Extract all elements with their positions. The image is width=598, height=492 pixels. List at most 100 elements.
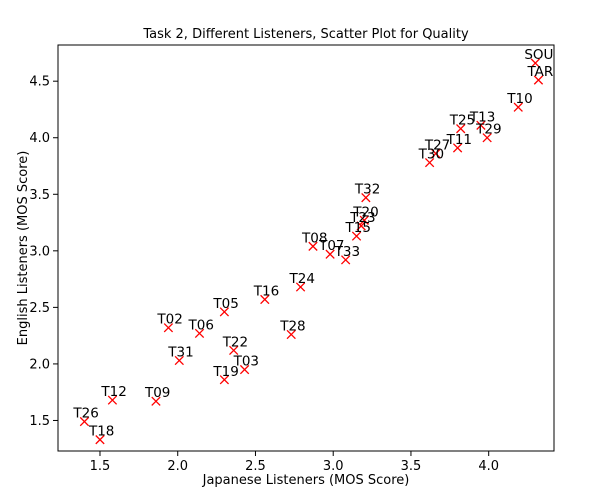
point-label: T09	[144, 385, 170, 401]
point-marker	[295, 282, 306, 292]
point-label: SOU	[524, 47, 553, 63]
data-point: SOU	[524, 47, 553, 68]
point-marker	[151, 396, 161, 406]
point-marker	[79, 416, 90, 427]
point-label: T29	[475, 122, 501, 138]
plot-frame	[57, 44, 555, 452]
data-point: T30	[418, 147, 444, 168]
data-point: T15	[345, 220, 371, 241]
data-point: T25	[449, 113, 475, 134]
point-marker	[456, 124, 466, 134]
point-marker	[340, 255, 351, 265]
point-label: T08	[301, 230, 327, 246]
point-label: T12	[100, 384, 126, 400]
x-tick-label: 2.0	[167, 459, 188, 474]
point-marker	[361, 193, 371, 203]
point-label: T06	[187, 317, 213, 333]
point-label: T13	[469, 109, 495, 125]
y-tick-label: 3.0	[29, 244, 50, 259]
point-label: T31	[167, 345, 193, 361]
y-tick-label: 2.0	[29, 357, 50, 372]
point-marker	[424, 157, 435, 168]
data-point: T12	[100, 384, 127, 405]
data-point: T32	[354, 182, 380, 203]
data-point: T19	[212, 364, 239, 385]
point-label: T30	[418, 147, 444, 163]
x-axis-label: Japanese Listeners (MOS Score)	[202, 473, 410, 488]
y-tick-label: 1.5	[29, 414, 50, 429]
point-label: T02	[156, 312, 182, 328]
data-point: T28	[279, 319, 306, 340]
point-label: T19	[212, 364, 238, 380]
data-point: T27	[424, 138, 450, 159]
point-marker	[219, 307, 230, 317]
data-point: T07	[318, 238, 345, 259]
point-label: T20	[352, 204, 378, 220]
data-point: T03	[233, 354, 259, 375]
data-point: T33	[334, 244, 360, 265]
point-marker	[530, 58, 541, 68]
point-label: T24	[289, 271, 315, 287]
y-tick-label: 4.5	[29, 75, 50, 90]
point-marker	[482, 133, 492, 143]
point-marker	[452, 143, 463, 153]
data-point: T09	[144, 385, 170, 406]
point-label: T10	[506, 91, 532, 107]
x-tick-label: 2.5	[245, 459, 266, 474]
x-tick-label: 3.5	[401, 459, 422, 474]
point-label: T27	[424, 138, 450, 154]
data-point: T26	[72, 406, 99, 427]
point-label: T28	[279, 319, 305, 335]
point-label: T33	[334, 244, 360, 260]
point-marker	[286, 329, 296, 340]
x-axis-ticks: 1.5 2.0 2.5 3.0 3.5 4.0	[90, 451, 499, 474]
point-marker	[260, 294, 270, 305]
point-marker	[351, 231, 362, 241]
point-label: T18	[88, 424, 114, 440]
point-label: T22	[222, 334, 248, 350]
y-tick-label: 3.5	[29, 188, 50, 203]
point-marker	[174, 355, 184, 366]
point-marker	[219, 375, 230, 385]
point-marker	[476, 120, 486, 130]
data-points: SOUTART10T13T25T29T11T27T30T32T20T23T15T…	[72, 47, 553, 445]
data-point: T10	[506, 91, 533, 112]
chart-title: Task 2, Different Listeners, Scatter Plo…	[142, 27, 469, 42]
point-marker	[325, 249, 335, 259]
x-tick-label: 1.5	[90, 459, 111, 474]
data-point: T29	[475, 122, 502, 143]
data-point: T11	[446, 132, 472, 153]
point-marker	[431, 148, 441, 159]
point-marker	[95, 435, 105, 445]
data-point: T31	[167, 345, 194, 366]
data-point: T13	[469, 109, 495, 130]
point-label: T25	[449, 113, 475, 129]
x-tick-label: 3.0	[323, 459, 344, 474]
y-axis-ticks: 1.5 2.0 2.5 3.0 3.5 4.0 4.5	[29, 75, 58, 429]
point-marker	[194, 328, 205, 339]
y-axis-label: English Listeners (MOS Score)	[16, 151, 31, 346]
point-marker	[359, 215, 369, 225]
data-point: T23	[349, 210, 376, 231]
data-point: T02	[156, 312, 183, 333]
x-tick-label: 4.0	[478, 459, 499, 474]
point-label: T03	[233, 354, 259, 370]
point-marker	[308, 241, 318, 251]
point-label: T07	[318, 238, 344, 254]
y-tick-label: 4.0	[29, 131, 50, 146]
data-point: T06	[187, 317, 214, 339]
point-label: T05	[212, 296, 238, 312]
point-marker	[533, 75, 544, 85]
point-label: T11	[446, 132, 472, 148]
data-point: T16	[253, 283, 279, 305]
point-label: TAR	[526, 64, 553, 80]
point-marker	[356, 221, 366, 231]
data-point: T24	[289, 271, 315, 292]
point-label: T26	[72, 406, 98, 422]
point-label: T32	[354, 182, 380, 198]
data-point: T08	[301, 230, 327, 251]
data-point: T05	[212, 296, 239, 317]
data-point: T18	[88, 424, 114, 445]
point-marker	[163, 323, 174, 333]
